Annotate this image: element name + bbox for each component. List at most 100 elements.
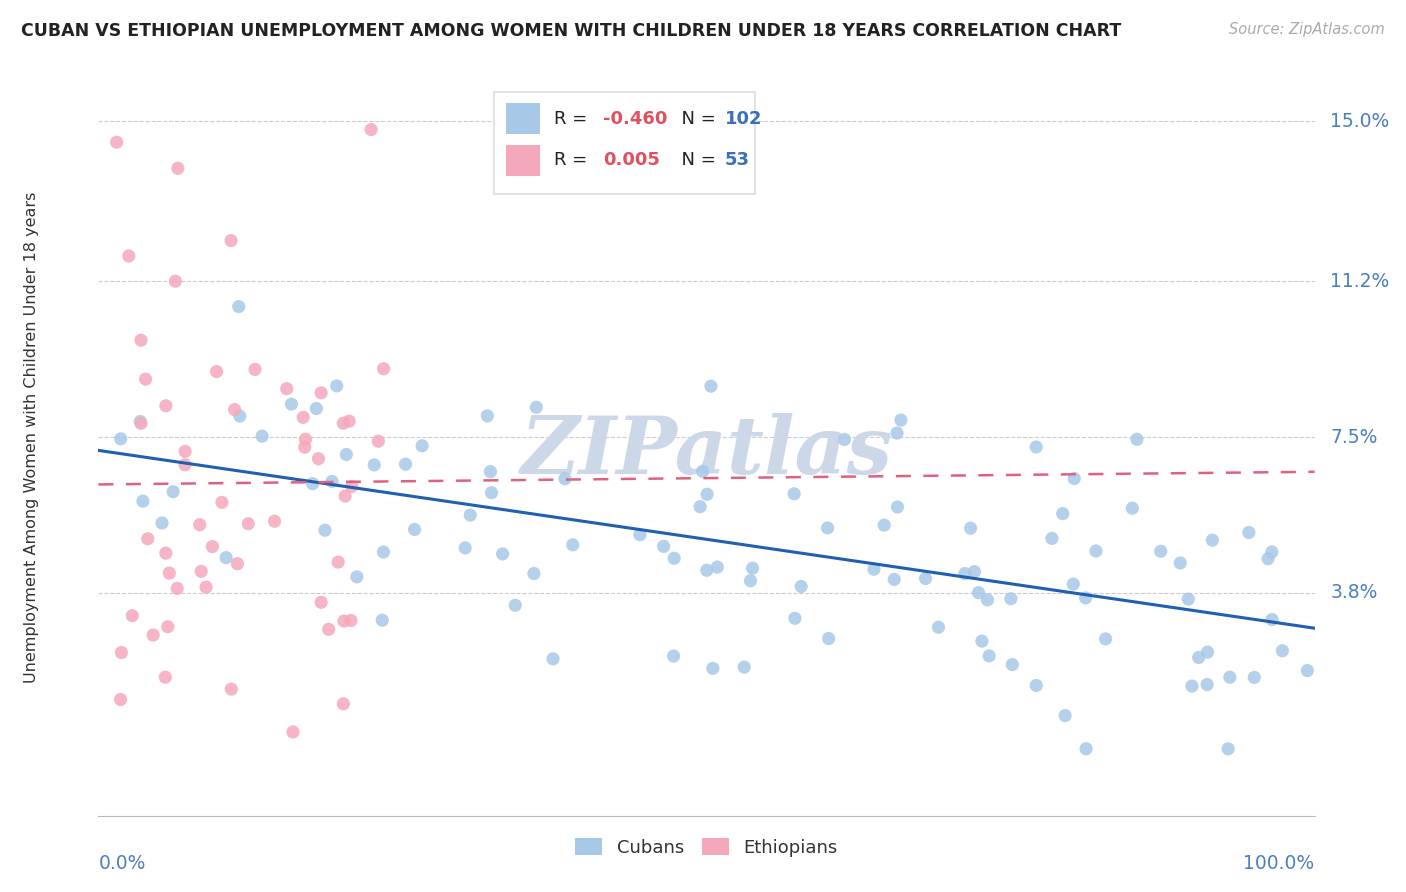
Point — [346, 570, 368, 584]
Point — [1271, 644, 1294, 658]
Point — [817, 632, 839, 646]
Point — [228, 300, 250, 314]
Point — [886, 500, 908, 514]
Point — [706, 560, 728, 574]
Point — [741, 561, 763, 575]
Point — [967, 585, 990, 599]
Point — [1261, 545, 1284, 559]
Point — [219, 234, 242, 248]
Point — [1237, 525, 1260, 540]
Point — [733, 660, 755, 674]
Point — [953, 566, 976, 581]
Point — [1219, 670, 1241, 684]
Point — [628, 527, 651, 541]
Point — [1150, 544, 1173, 558]
Point — [886, 425, 908, 440]
Point — [132, 494, 155, 508]
Point — [162, 484, 184, 499]
Point — [1188, 650, 1211, 665]
Point — [963, 565, 986, 579]
Text: -0.460: -0.460 — [603, 110, 668, 128]
Point — [307, 451, 329, 466]
Point — [150, 516, 173, 530]
Point — [692, 464, 714, 478]
Point — [662, 649, 685, 664]
Point — [243, 362, 266, 376]
Point — [174, 458, 197, 472]
Point — [129, 417, 152, 431]
FancyBboxPatch shape — [506, 103, 540, 134]
Point — [165, 274, 187, 288]
Point — [1243, 670, 1265, 684]
Point — [360, 122, 382, 136]
Point — [276, 382, 298, 396]
Point — [1001, 657, 1024, 672]
Point — [1025, 440, 1047, 454]
Point — [110, 432, 132, 446]
Point — [294, 440, 316, 454]
Point — [883, 573, 905, 587]
Text: 7.5%: 7.5% — [1330, 427, 1378, 447]
Point — [224, 402, 246, 417]
Point — [280, 397, 302, 411]
FancyBboxPatch shape — [506, 145, 540, 176]
Point — [873, 518, 896, 533]
Point — [700, 379, 723, 393]
Point — [561, 538, 583, 552]
Point — [863, 562, 886, 576]
Legend: Cubans, Ethiopians: Cubans, Ethiopians — [568, 830, 845, 864]
Point — [503, 599, 526, 613]
Point — [226, 557, 249, 571]
Point — [1257, 551, 1279, 566]
Point — [309, 385, 332, 400]
Point — [238, 516, 260, 531]
Point — [129, 414, 152, 428]
Text: ZIPatlas: ZIPatlas — [520, 414, 893, 491]
Point — [454, 541, 477, 555]
Text: 0.005: 0.005 — [603, 152, 659, 169]
Point — [541, 652, 564, 666]
Point — [927, 620, 949, 634]
Point — [136, 532, 159, 546]
Point — [1094, 632, 1116, 646]
Point — [1062, 577, 1084, 591]
Point — [1261, 613, 1284, 627]
Point — [110, 646, 132, 660]
Point — [135, 372, 157, 386]
Point — [979, 648, 1001, 663]
Point — [221, 682, 243, 697]
Point — [155, 399, 177, 413]
Point — [477, 409, 499, 423]
Point — [174, 444, 197, 458]
Point — [479, 465, 502, 479]
Point — [363, 458, 385, 472]
Point — [523, 566, 546, 581]
Point — [1216, 741, 1239, 756]
Point — [1000, 591, 1022, 606]
Point — [314, 523, 336, 537]
Point — [309, 595, 332, 609]
Point — [371, 613, 394, 627]
Text: 15.0%: 15.0% — [1330, 112, 1389, 130]
Point — [1025, 678, 1047, 692]
Point — [167, 161, 190, 176]
Point — [1168, 556, 1191, 570]
Point — [166, 582, 188, 596]
Text: 102: 102 — [724, 110, 762, 128]
Point — [790, 580, 813, 594]
Text: N =: N = — [671, 152, 721, 169]
Point — [1074, 741, 1097, 756]
Text: CUBAN VS ETHIOPIAN UNEMPLOYMENT AMONG WOMEN WITH CHILDREN UNDER 18 YEARS CORRELA: CUBAN VS ETHIOPIAN UNEMPLOYMENT AMONG WO… — [21, 22, 1122, 40]
Point — [1054, 708, 1077, 723]
Point — [325, 379, 347, 393]
Point — [367, 434, 389, 449]
Point — [914, 572, 936, 586]
Point — [305, 401, 328, 416]
Text: Unemployment Among Women with Children Under 18 years: Unemployment Among Women with Children U… — [24, 192, 39, 682]
Point — [318, 622, 340, 636]
Point — [190, 565, 212, 579]
Point — [250, 429, 273, 443]
Point — [156, 620, 179, 634]
Point — [817, 521, 839, 535]
Point — [337, 414, 360, 428]
